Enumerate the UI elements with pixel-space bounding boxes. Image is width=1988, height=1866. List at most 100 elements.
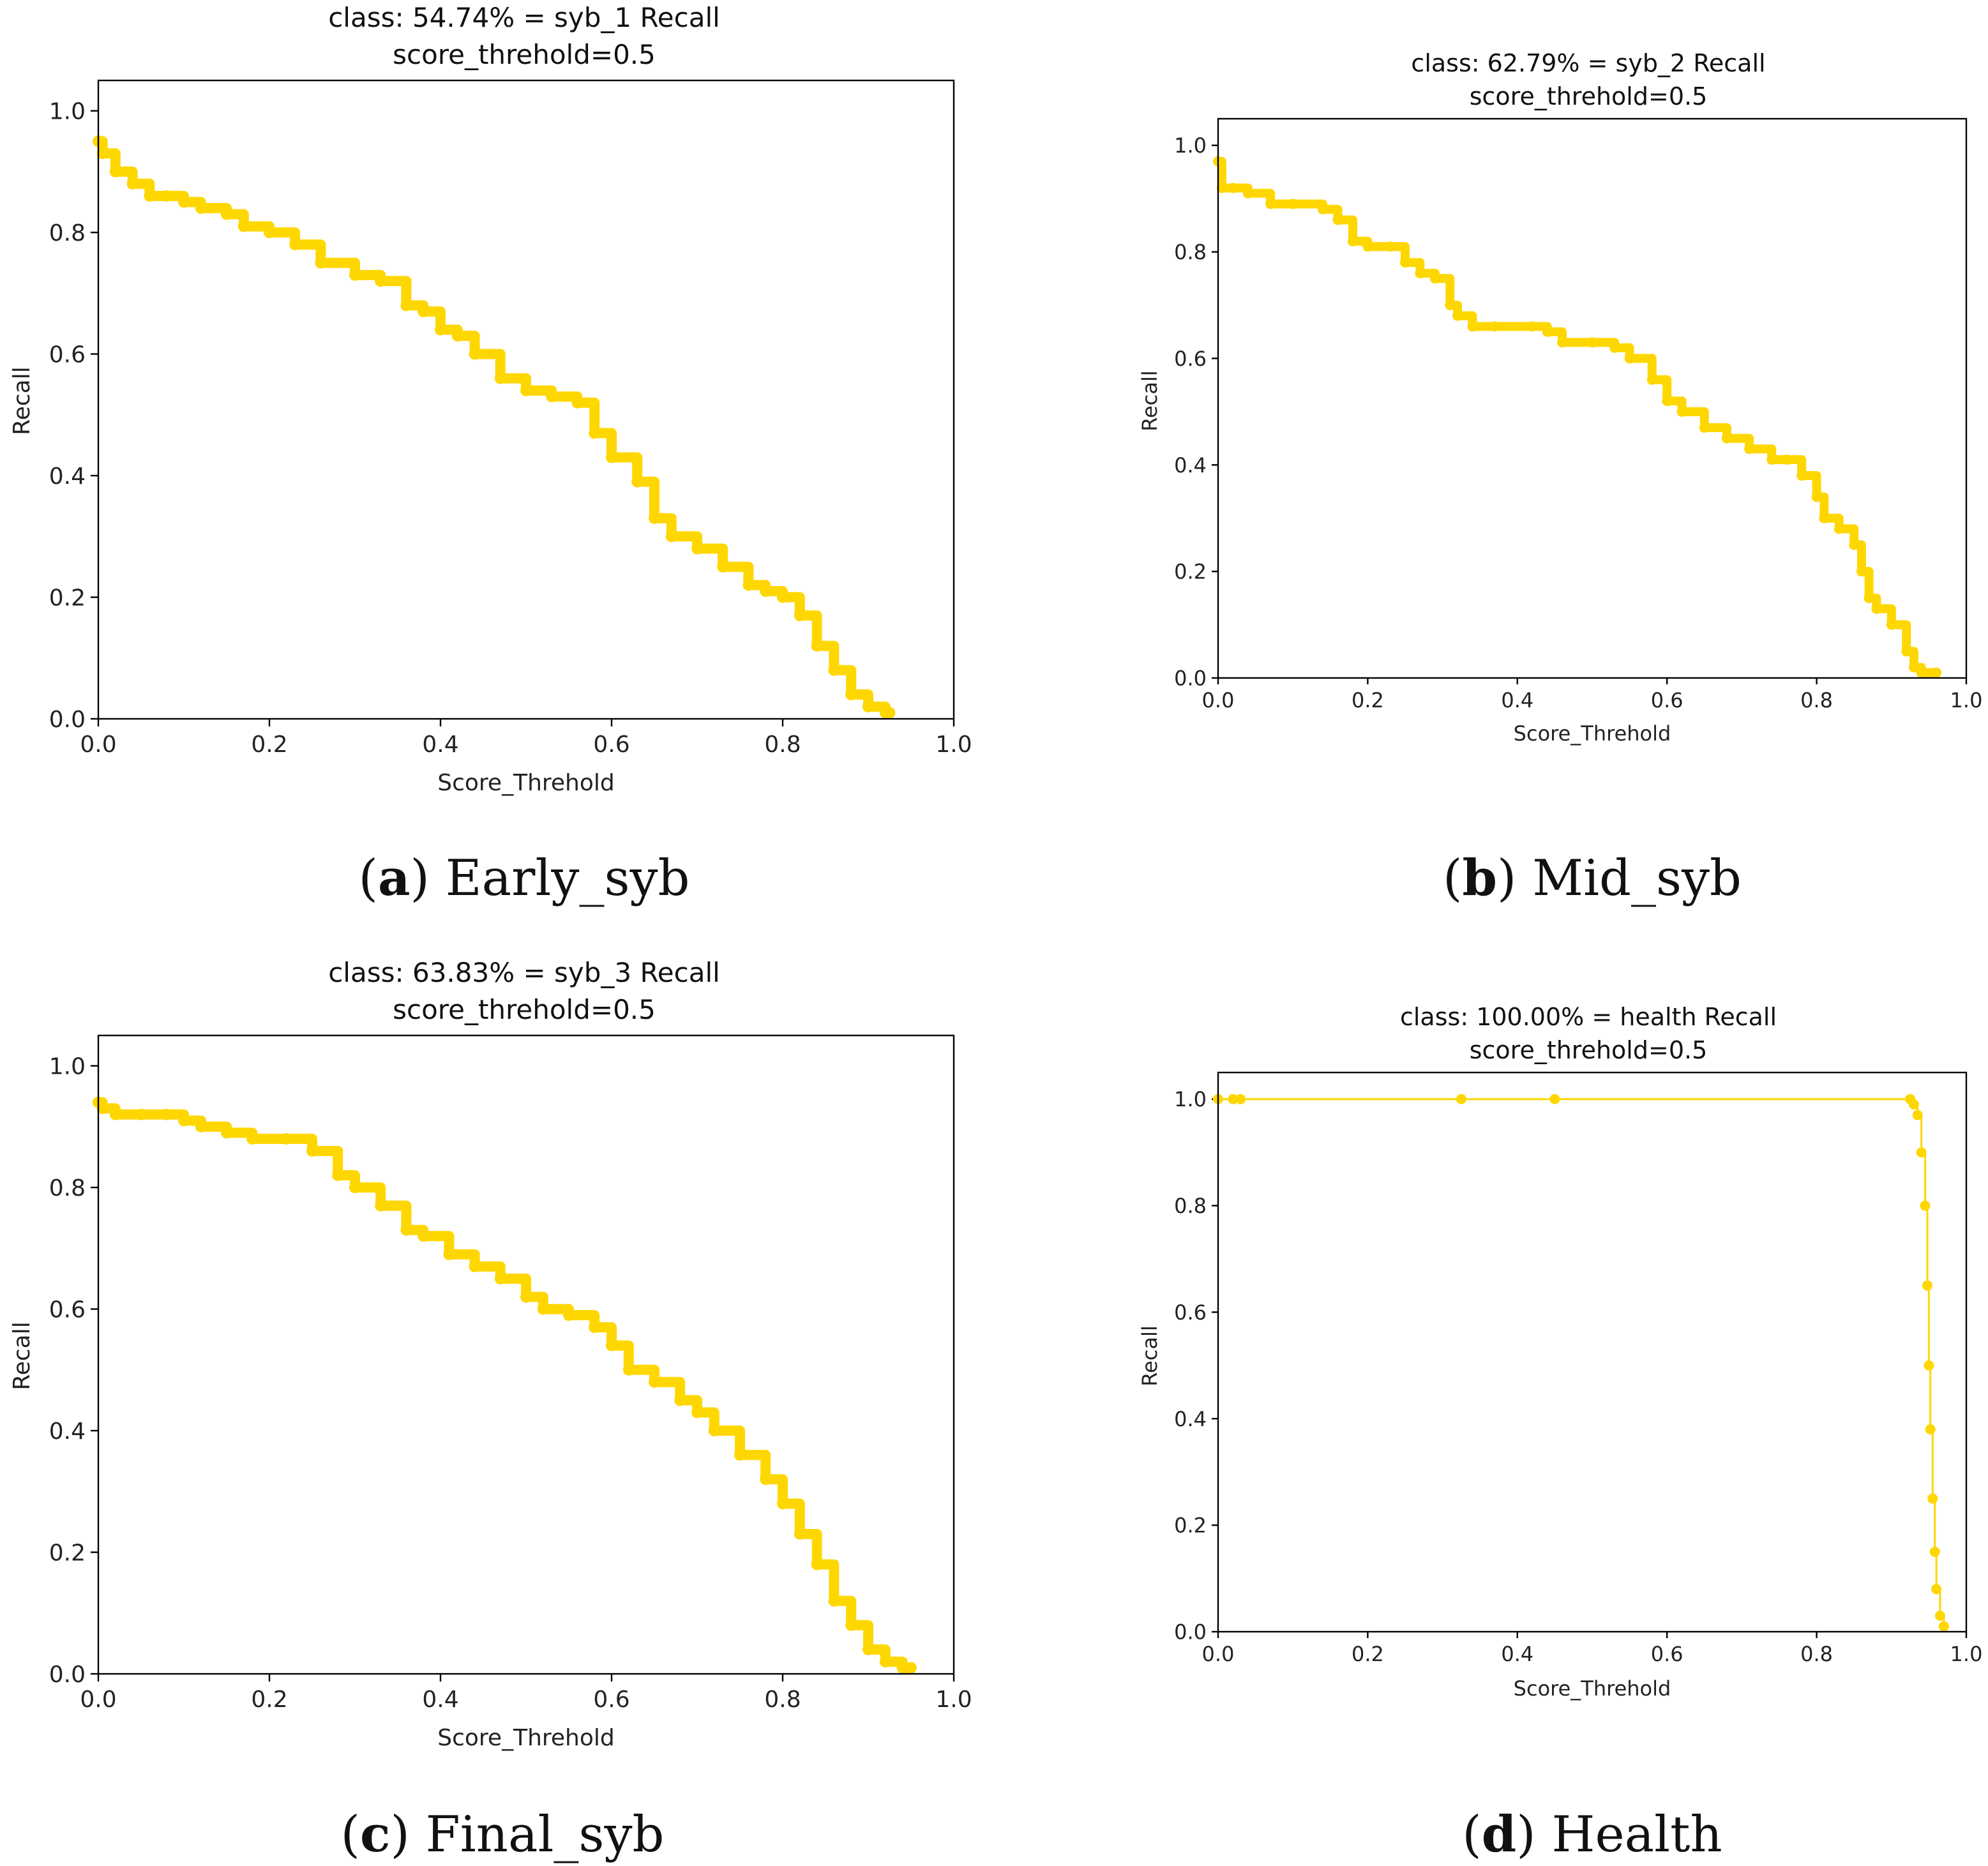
panel-c: class: 63.83% = syb_3 Recall score_threh…	[9, 957, 972, 1863]
data-point	[1871, 603, 1882, 614]
data-point	[96, 1102, 109, 1115]
x-tick-label: 0.4	[1501, 688, 1533, 712]
data-point	[811, 1558, 823, 1570]
x-tick-label: 1.0	[935, 1687, 972, 1713]
data-point	[494, 372, 506, 384]
data-point	[1489, 321, 1500, 332]
y-tick-label: 0.0	[49, 707, 86, 733]
data-point	[1646, 374, 1657, 385]
panel-title: class: 100.00% = health Recall	[1400, 1003, 1777, 1031]
x-tick-label: 0.0	[1202, 1642, 1235, 1666]
data-point	[178, 1115, 190, 1127]
data-point	[1924, 1360, 1934, 1371]
x-axis-label: Score_Threhold	[1514, 1676, 1671, 1701]
data-point	[221, 1127, 232, 1139]
data-point	[289, 239, 301, 251]
data-point	[1744, 444, 1755, 455]
plot-frame	[97, 1034, 955, 1675]
data-point	[1912, 1110, 1923, 1120]
data-point	[589, 427, 601, 439]
data-point	[1557, 337, 1568, 348]
panel-a: class: 54.74% = syb_1 Recall score_threh…	[9, 2, 972, 907]
y-tick-label: 1.0	[1174, 1087, 1207, 1111]
data-point	[144, 190, 156, 202]
data-point	[905, 1662, 917, 1674]
panel-title: class: 62.79% = syb_2 Recall	[1411, 49, 1765, 77]
data-point	[1549, 1094, 1560, 1104]
data-point	[1934, 1610, 1945, 1621]
x-tick-label: 0.2	[251, 732, 287, 758]
data-point	[1796, 470, 1807, 481]
data-point	[280, 1132, 292, 1145]
plot-frame	[1217, 1071, 1968, 1633]
panel-caption: (d) Health	[1462, 1805, 1722, 1863]
data-point	[589, 1321, 601, 1334]
data-point	[520, 1291, 532, 1303]
data-point	[1318, 204, 1329, 214]
data-point	[1916, 667, 1927, 678]
plot-frame	[1217, 117, 1968, 679]
data-point	[1445, 300, 1456, 310]
data-point	[1288, 199, 1299, 209]
data-point	[1925, 1424, 1936, 1434]
panel-subtitle: score_threhold=0.5	[1470, 1036, 1708, 1064]
x-axis-label: Score_Threhold	[1514, 721, 1671, 746]
y-tick-label: 1.0	[1174, 133, 1207, 158]
panel-d: class: 100.00% = health Recall score_thr…	[1138, 1003, 1982, 1863]
axis-ticks: 0.0 0.2 0.4 0.6 0.8 1.0 0.0 0.2 0.4 0.6 0.8 1.0	[1174, 1087, 1982, 1666]
data-point	[1922, 1280, 1933, 1291]
y-tick-label: 1.0	[49, 99, 86, 125]
data-point	[777, 591, 788, 603]
data-point	[1456, 1094, 1466, 1104]
data-point	[811, 640, 823, 652]
data-point	[1856, 566, 1867, 577]
x-tick-label: 0.6	[1651, 1642, 1683, 1666]
data-point	[708, 1425, 720, 1437]
y-tick-label: 0.8	[1174, 1194, 1207, 1218]
x-tick-label: 0.2	[1352, 688, 1384, 712]
data-point	[896, 1662, 908, 1674]
data-point	[563, 1309, 575, 1321]
data-point	[109, 165, 121, 177]
x-axis-label: Score_Threhold	[437, 1725, 615, 1751]
data-point	[435, 324, 446, 336]
x-tick-label: 0.4	[1501, 1642, 1533, 1666]
data-point	[494, 1272, 506, 1284]
x-tick-label: 0.8	[1800, 1642, 1833, 1666]
caption-text: Health	[1536, 1806, 1722, 1863]
data-point	[400, 299, 412, 312]
data-point	[1332, 214, 1343, 225]
x-tick-label: 0.4	[422, 732, 458, 758]
series-line	[93, 136, 895, 718]
x-tick-label: 0.8	[764, 732, 801, 758]
x-tick-label: 0.6	[593, 732, 629, 758]
data-point	[418, 1230, 430, 1242]
x-tick-label: 1.0	[1950, 688, 1983, 712]
data-point	[195, 202, 207, 214]
data-point	[862, 700, 874, 712]
data-point	[1901, 646, 1912, 657]
data-point	[375, 275, 387, 287]
data-point	[469, 1260, 481, 1272]
data-point	[1721, 433, 1732, 444]
data-point	[1676, 406, 1687, 417]
data-point	[1467, 321, 1478, 332]
data-point	[649, 1376, 660, 1388]
data-point	[400, 1224, 412, 1236]
data-point	[135, 1108, 147, 1120]
x-tick-label: 0.6	[593, 1687, 629, 1713]
data-point	[691, 543, 703, 555]
y-tick-label: 0.6	[49, 342, 86, 368]
panel-title: class: 63.83% = syb_3 Recall	[328, 957, 720, 988]
caption-letter: a	[378, 849, 410, 907]
y-tick-label: 0.4	[49, 1418, 86, 1445]
data-point	[1929, 1546, 1940, 1557]
data-point	[332, 1170, 344, 1182]
data-point	[1542, 326, 1553, 337]
data-point	[246, 1132, 259, 1145]
data-point	[1429, 273, 1440, 284]
data-point	[760, 1473, 772, 1486]
plot-frame	[97, 79, 955, 720]
panel-caption: (a) Early_syb	[359, 849, 690, 907]
